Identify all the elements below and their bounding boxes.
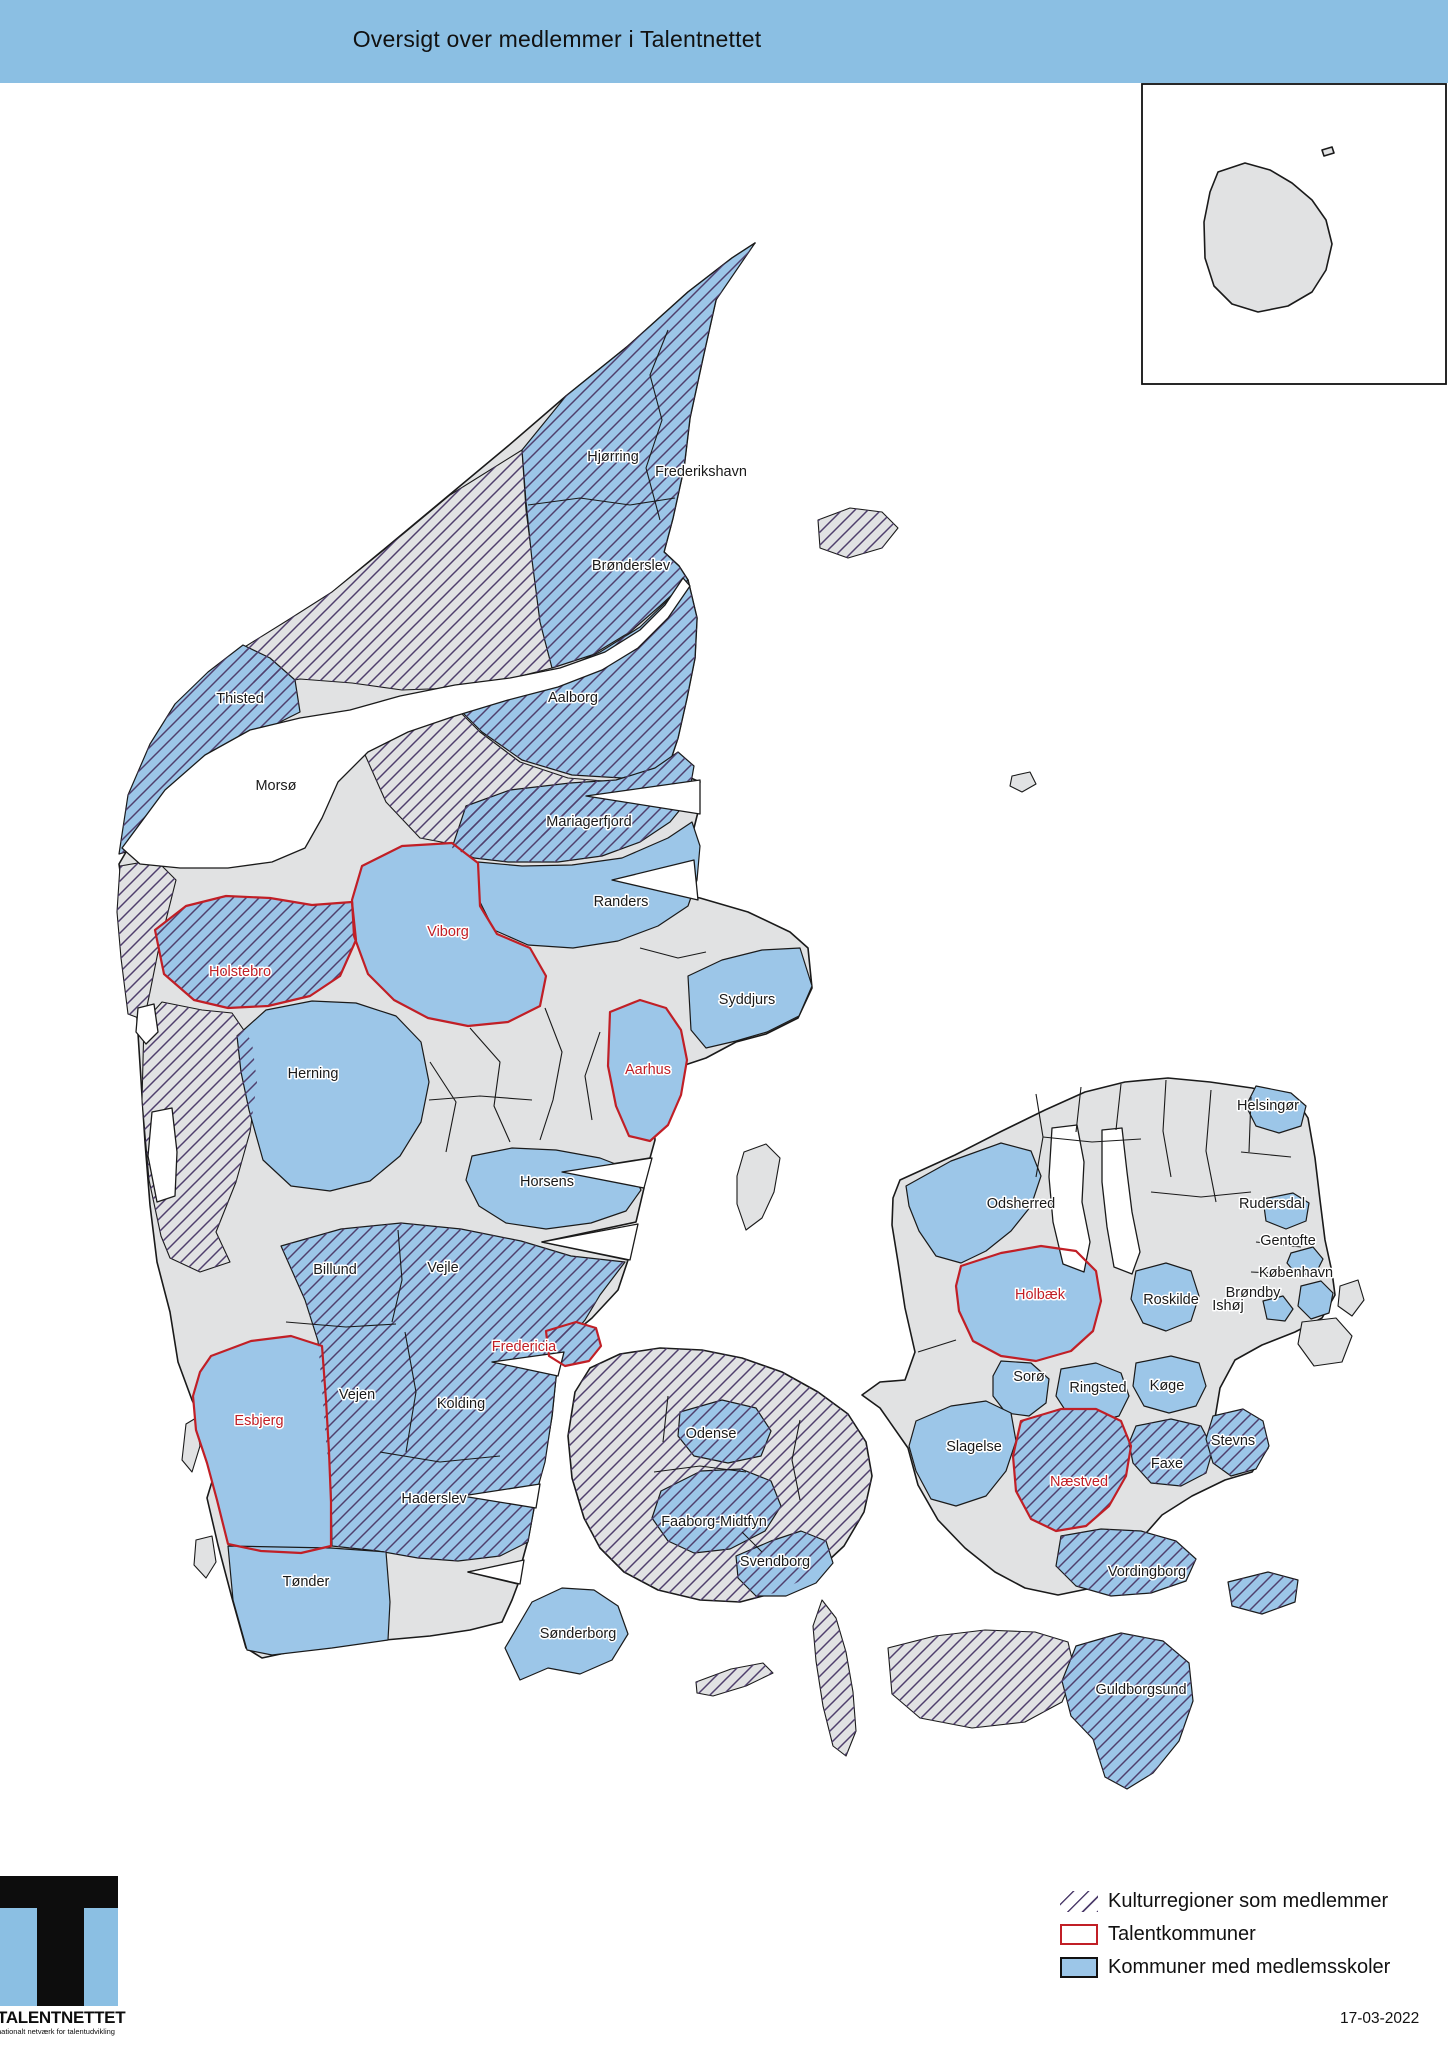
municipality-label-haderslev: Haderslev (401, 1491, 467, 1507)
red-outline-swatch-icon (1060, 1924, 1098, 1945)
municipality-label-morso: Morsø (255, 778, 296, 794)
page-title: Oversigt over medlemmer i Talentnettet (352, 26, 762, 52)
water-ringkobing-fjord (147, 1107, 178, 1203)
municipality-label-slagelse: Slagelse (946, 1439, 1002, 1455)
municipality-label-guldborgsund: Guldborgsund (1095, 1682, 1186, 1698)
hatch-swatch-icon (1060, 1891, 1098, 1912)
municipality-label-odense: Odense (686, 1426, 737, 1442)
municipality-label-stevns: Stevns (1211, 1433, 1255, 1449)
legend-item-kulturregioner: Kulturregioner som medlemmer (1060, 1890, 1390, 1913)
municipality-label-ringsted: Ringsted (1069, 1380, 1126, 1396)
municipality-label-bronderslev: Brønderslev (592, 558, 671, 574)
island-anholt (1009, 771, 1037, 793)
municipality-label-vordingborg: Vordingborg (1108, 1564, 1186, 1580)
logo-tagline: nationalt netværk for talentudvikling (0, 2027, 115, 2036)
water-bodies (121, 577, 1141, 1585)
municipal-borders (285, 329, 1302, 1553)
municipality-label-soro: Sorø (1013, 1369, 1045, 1385)
water-aabenraa-fjord (467, 1559, 525, 1585)
municipality-label-sonderborg: Sønderborg (540, 1626, 617, 1642)
water-roskilde-fjord (1101, 1127, 1141, 1275)
blue-fill-swatch-icon (1060, 1957, 1098, 1978)
municipality-label-thisted: Thisted (216, 691, 264, 707)
region-tonder (227, 1545, 391, 1656)
municipality-label-vejle: Vejle (427, 1260, 458, 1276)
water-nissum-fjord (135, 1003, 159, 1045)
legend-label: Kulturregioner som medlemmer (1108, 1890, 1389, 1912)
municipality-label-helsingor: Helsingør (1237, 1098, 1299, 1114)
municipality-label-faxe: Faxe (1151, 1456, 1183, 1472)
legend-item-talentkommuner: Talentkommuner (1060, 1923, 1390, 1946)
legend-label: Kommuner med medlemsskoler (1108, 1956, 1391, 1978)
municipality-label-gentofte: Gentofte (1260, 1233, 1316, 1249)
region-zealand (861, 1077, 1336, 1596)
municipality-label-hjorring: Hjørring (587, 449, 639, 465)
municipality-label-vejen: Vejen (339, 1387, 375, 1403)
water-mariager-fjord (585, 779, 701, 815)
municipality-label-holbaek: Holbæk (1015, 1287, 1066, 1303)
water-horsens-fjord (561, 1157, 653, 1189)
water-randers-fjord (611, 859, 699, 901)
label-layer: Hjørring Frederikshavn Brønderslev Thisted M… (207, 448, 1334, 1700)
legend-label: Talentkommuner (1108, 1923, 1256, 1945)
island-saltholm (1337, 1279, 1365, 1317)
municipality-label-esbjerg: Esbjerg (234, 1413, 283, 1429)
water-haderslev-fjord (461, 1483, 541, 1509)
date-stamp: 17-03-2022 (1340, 2010, 1420, 2027)
municipality-label-herning: Herning (288, 1066, 339, 1082)
municipality-label-aarhus: Aarhus (625, 1062, 671, 1078)
legend-item-medlemsskoler: Kommuner med medlemsskoler (1060, 1956, 1390, 1979)
municipality-label-mariagerfjord: Mariagerfjord (546, 814, 631, 830)
island-amager (1297, 1317, 1353, 1367)
title-banner: Oversigt over medlemmer i Talentnettet (0, 0, 1448, 83)
municipality-label-roskilde: Roskilde (1143, 1292, 1199, 1308)
logo-t-bar (0, 1876, 118, 1908)
municipality-label-aalborg: Aalborg (548, 690, 598, 706)
municipality-label-odsherred: Odsherred (987, 1196, 1056, 1212)
municipality-label-billund: Billund (313, 1262, 357, 1278)
municipality-label-holstebro: Holstebro (209, 964, 271, 980)
municipality-label-kolding: Kolding (437, 1396, 485, 1412)
water-vejle-fjord (541, 1223, 639, 1261)
municipality-label-kobenhavn: København (1259, 1265, 1333, 1281)
municipality-label-naestved: Næstved (1050, 1474, 1108, 1490)
water-isefjord (1048, 1124, 1091, 1273)
island-romo (193, 1535, 217, 1579)
municipality-label-viborg: Viborg (427, 924, 469, 940)
municipality-label-fredericia: Fredericia (492, 1339, 557, 1355)
municipality-label-rudersdal: Rudersdal (1239, 1196, 1305, 1212)
island-samso (736, 1143, 781, 1231)
municipality-label-syddjurs: Syddjurs (719, 992, 775, 1008)
logo-t-stem (37, 1908, 84, 2006)
municipality-label-brondby: Brøndby (1226, 1285, 1282, 1301)
municipality-label-svendborg: Svendborg (740, 1554, 810, 1570)
municipality-label-tonder: Tønder (283, 1574, 330, 1590)
municipality-label-randers: Randers (594, 894, 649, 910)
legend: Kulturregioner som medlemmer Talentkommu… (1060, 1890, 1390, 1989)
municipality-label-koge: Køge (1150, 1378, 1185, 1394)
municipality-label-horsens: Horsens (520, 1174, 574, 1190)
municipality-label-frederikshavn: Frederikshavn (655, 464, 747, 480)
municipality-label-ishoj: Ishøj (1212, 1298, 1243, 1314)
logo-wordmark: TALENTNETTET (0, 2008, 126, 2027)
municipality-label-faaborg-midtfyn: Faaborg-Midtfyn (661, 1514, 767, 1530)
bornholm-inset (1141, 83, 1447, 385)
water-limfjord (121, 577, 691, 869)
talentnettet-logo: TALENTNETTET nationalt netværk for talen… (0, 1876, 140, 2048)
